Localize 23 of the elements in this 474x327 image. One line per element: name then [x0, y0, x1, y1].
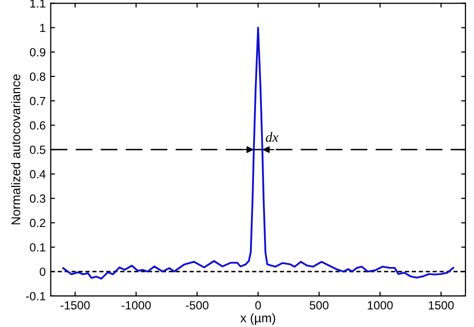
y-tick-label: 0.8: [30, 72, 46, 81]
y-tick-label: 0.2: [30, 218, 46, 228]
x-tick-label: -1500: [60, 301, 90, 310]
y-tick-label: 0.3: [30, 194, 46, 203]
x-tick-label: 1500: [428, 301, 454, 310]
y-axis-title: Normalized autocovariance: [11, 74, 20, 224]
line-series: [62, 26, 454, 280]
y-tick-label: 0.7: [30, 96, 46, 106]
annotation: dx: [266, 132, 278, 142]
x-tick-label: 500: [310, 301, 328, 310]
y-tick-label: -0.1: [26, 292, 46, 300]
x-axis-title: x (µm): [240, 313, 276, 325]
x-tick-label: -500: [186, 301, 208, 310]
y-tick-label: 0: [40, 268, 46, 276]
y-tick-label: 0.9: [30, 48, 46, 56]
y-tick-label: 0.6: [30, 121, 46, 130]
y-tick-label: 0.1: [30, 243, 46, 252]
y-tick-label: 0.5: [30, 146, 46, 154]
x-tick-label: 0: [255, 301, 261, 310]
y-tick-label: 1: [40, 24, 46, 32]
x-tick-label: -1000: [122, 301, 151, 310]
y-tick-label: 0.4: [30, 170, 46, 178]
x-tick-label: 1000: [368, 301, 393, 310]
